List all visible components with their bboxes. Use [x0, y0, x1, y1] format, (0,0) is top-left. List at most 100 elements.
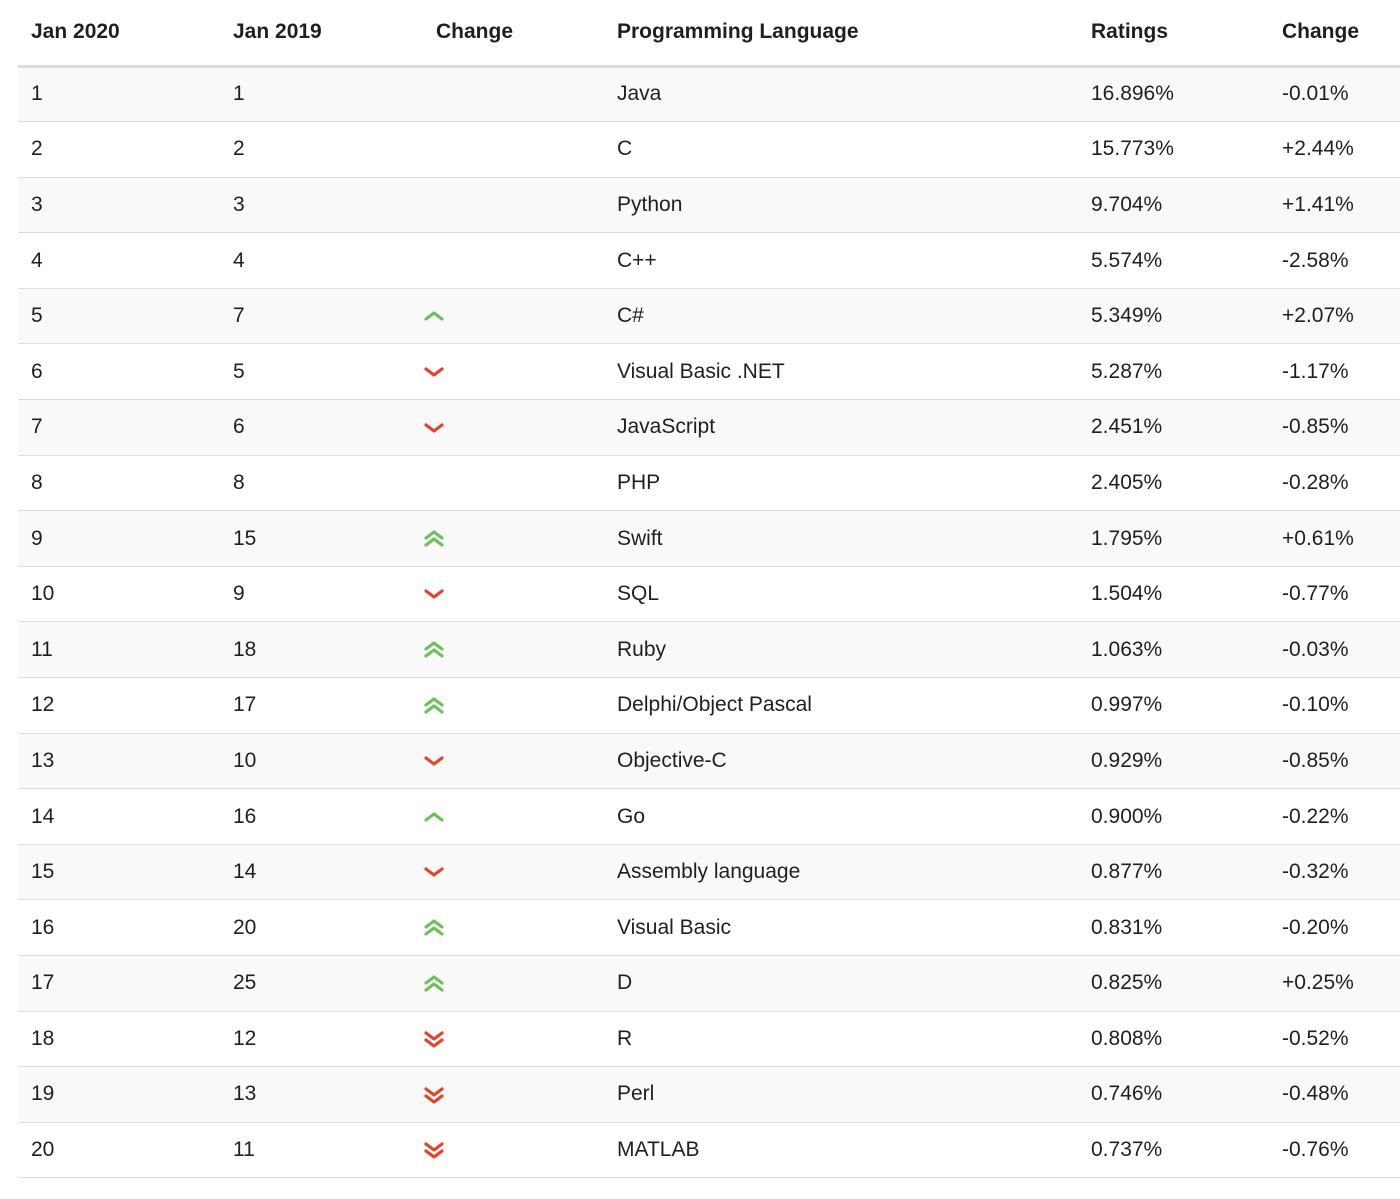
double-chevron-up-icon: [422, 916, 446, 940]
rank-2019-cell: 25: [220, 955, 423, 1012]
rating-cell: 1.063%: [1078, 621, 1269, 679]
rating-cell: 0.808%: [1078, 1011, 1269, 1068]
rating-change-cell: -0.85%: [1269, 733, 1400, 790]
rank-change-cell: [422, 899, 604, 956]
rank-2020-cell: 7: [18, 399, 220, 456]
rating-change-cell: -0.32%: [1269, 844, 1400, 901]
rating-change-cell: +0.25%: [1269, 955, 1400, 1012]
header-rating-change[interactable]: Change: [1269, 0, 1400, 68]
double-chevron-down-icon: [422, 1027, 446, 1051]
rating-change-cell: -0.03%: [1269, 621, 1400, 679]
rating-cell: 1.504%: [1078, 566, 1269, 623]
language-cell[interactable]: Delphi/Object Pascal: [604, 677, 1078, 734]
rank-2019-cell: 2: [220, 121, 423, 178]
language-cell[interactable]: R: [604, 1011, 1078, 1068]
language-cell[interactable]: Ruby: [604, 621, 1078, 679]
language-cell[interactable]: D: [604, 955, 1078, 1012]
header-rank-change[interactable]: Change: [423, 0, 604, 68]
rank-change-cell: [423, 677, 604, 734]
rank-change-cell: [422, 1122, 604, 1179]
rating-cell: 5.349%: [1078, 288, 1269, 345]
rank-2020-cell: 9: [18, 510, 220, 567]
rank-2019-cell: 13: [220, 1066, 423, 1123]
header-jan-2020[interactable]: Jan 2020: [18, 0, 220, 68]
rank-2020-cell: 11: [18, 621, 220, 679]
rank-2020-cell: 20: [18, 1122, 220, 1179]
table-row: 14 16 Go 0.900% -0.22%: [18, 788, 1400, 845]
language-cell[interactable]: JavaScript: [604, 399, 1078, 456]
table-row: 18 12 R 0.808% -0.52%: [18, 1011, 1400, 1068]
rating-cell: 2.451%: [1078, 399, 1269, 456]
double-chevron-up-icon: [422, 527, 446, 551]
rank-2019-cell: 7: [220, 288, 423, 345]
language-cell[interactable]: SQL: [604, 566, 1078, 623]
rank-2020-cell: 13: [18, 733, 220, 790]
table-row: 20 11 MATLAB 0.737% -0.76%: [18, 1122, 1400, 1179]
rating-change-cell: -0.77%: [1269, 566, 1400, 623]
language-cell[interactable]: Go: [604, 788, 1078, 845]
language-cell[interactable]: Visual Basic: [604, 899, 1078, 956]
rank-2019-cell: 15: [220, 510, 423, 567]
rank-change-cell: [422, 288, 604, 345]
header-jan-2019[interactable]: Jan 2019: [220, 0, 423, 68]
rating-change-cell: -0.48%: [1269, 1066, 1400, 1123]
rank-change-cell: [423, 66, 604, 123]
language-cell[interactable]: C: [604, 121, 1078, 178]
rating-change-cell: +2.44%: [1269, 121, 1400, 178]
table-row: 3 3 Python 9.704% +1.41%: [18, 177, 1400, 234]
rating-cell: 0.831%: [1078, 899, 1269, 956]
header-ratings[interactable]: Ratings: [1078, 0, 1269, 68]
rank-2019-cell: 18: [220, 621, 423, 679]
rank-change-cell: [423, 955, 604, 1012]
language-cell[interactable]: Python: [604, 177, 1078, 234]
rank-2019-cell: 17: [220, 677, 423, 734]
rank-2020-cell: 5: [18, 288, 220, 345]
language-cell[interactable]: PHP: [604, 455, 1078, 512]
language-cell[interactable]: Perl: [604, 1066, 1078, 1123]
rating-cell: 0.825%: [1078, 955, 1269, 1012]
rank-change-cell: [423, 177, 604, 234]
table-row: 2 2 C 15.773% +2.44%: [18, 121, 1400, 178]
double-chevron-up-icon: [422, 638, 446, 662]
rating-change-cell: +0.61%: [1269, 510, 1400, 567]
chevron-down-icon: [422, 360, 446, 384]
rank-change-cell: [422, 733, 604, 790]
rating-cell: 0.900%: [1078, 788, 1269, 845]
rating-change-cell: -1.17%: [1269, 343, 1400, 401]
chevron-up-icon: [422, 304, 446, 328]
language-cell[interactable]: C#: [604, 288, 1078, 345]
rank-change-cell: [423, 232, 604, 289]
rank-2020-cell: 10: [18, 566, 220, 623]
header-programming-language[interactable]: Programming Language: [604, 0, 1078, 68]
chevron-down-icon: [422, 749, 446, 773]
language-cell[interactable]: C++: [604, 232, 1078, 289]
rank-2019-cell: 5: [220, 343, 423, 401]
table-row: 10 9 SQL 1.504% -0.77%: [18, 566, 1400, 623]
ranking-table: Jan 2020 Jan 2019 Change Programming Lan…: [18, 0, 1400, 1179]
language-cell[interactable]: MATLAB: [604, 1122, 1078, 1179]
language-cell[interactable]: Swift: [604, 510, 1078, 567]
double-chevron-down-icon: [422, 1138, 446, 1162]
rank-2020-cell: 3: [18, 177, 220, 234]
rating-change-cell: -2.58%: [1269, 232, 1400, 289]
table-header: Jan 2020 Jan 2019 Change Programming Lan…: [18, 0, 1400, 68]
chevron-up-icon: [422, 805, 446, 829]
table-row: 1 1 Java 16.896% -0.01%: [18, 66, 1400, 123]
rank-change-cell: [422, 621, 604, 679]
rating-cell: 9.704%: [1078, 177, 1269, 234]
language-cell[interactable]: Objective-C: [604, 733, 1078, 790]
language-cell[interactable]: Visual Basic .NET: [604, 343, 1078, 401]
rank-2020-cell: 14: [18, 788, 220, 845]
rating-cell: 16.896%: [1078, 66, 1269, 123]
table-body: 1 1 Java 16.896% -0.01% 2 2 C 15.773% +2.44% 3 3 Pyt…: [18, 66, 1400, 1179]
table-row: 19 13 Perl 0.746% -0.48%: [18, 1066, 1400, 1123]
table-row: 12 17 Delphi/Object Pascal 0.997% -0.10%: [18, 677, 1400, 734]
rating-change-cell: -0.85%: [1269, 399, 1400, 456]
chevron-down-icon: [422, 416, 446, 440]
rank-change-cell: [422, 343, 604, 401]
header-row: Jan 2020 Jan 2019 Change Programming Lan…: [18, 0, 1400, 68]
language-cell[interactable]: Java: [604, 66, 1078, 123]
language-cell[interactable]: Assembly language: [604, 844, 1078, 901]
rank-change-cell: [423, 844, 604, 901]
ranking-table-container: Jan 2020 Jan 2019 Change Programming Lan…: [18, 0, 1400, 1179]
